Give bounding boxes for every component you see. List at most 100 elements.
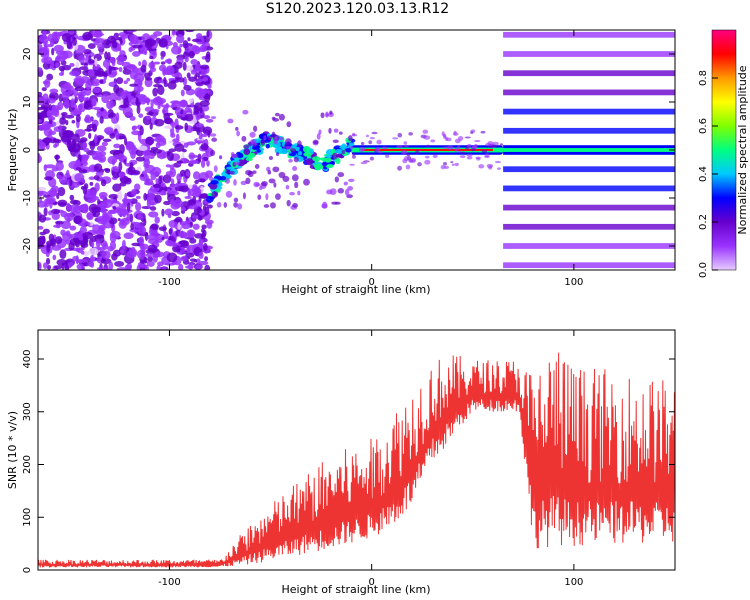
spectral-cell	[154, 251, 165, 258]
spectrogram-ylabel: Frequency (Hz)	[6, 109, 19, 192]
y-tick-label: 300	[22, 402, 33, 421]
spectral-cell	[80, 250, 85, 255]
spectral-cell	[206, 204, 213, 209]
spectral-cell	[118, 171, 126, 177]
spectral-cell	[345, 148, 353, 153]
spectral-cell	[51, 208, 61, 214]
spectral-cell	[75, 248, 81, 252]
spectral-cell	[184, 122, 189, 131]
spectral-cell	[392, 137, 399, 140]
spectral-cell	[185, 30, 195, 33]
spectral-cell	[69, 204, 80, 213]
spectral-cell	[97, 199, 101, 205]
spectral-cell	[227, 118, 234, 124]
spectral-cell	[123, 136, 128, 146]
spectral-cell	[65, 114, 75, 119]
spectral-cell	[84, 128, 93, 132]
spectral-cell	[127, 63, 136, 69]
y-tick-label: 0	[22, 147, 33, 153]
harmonic-band	[503, 262, 675, 269]
spectral-cell	[499, 143, 504, 147]
spectral-cell	[143, 264, 149, 270]
spectral-cell	[286, 121, 292, 128]
spectral-cell	[38, 118, 42, 124]
spectral-cell	[91, 206, 102, 212]
spectral-cell	[185, 171, 191, 177]
spectral-cell	[75, 75, 82, 79]
spectral-cell	[180, 109, 184, 115]
spectral-cell	[150, 98, 154, 109]
spectral-cell	[285, 138, 292, 146]
spectral-cell	[190, 58, 198, 66]
spectral-cell	[71, 119, 76, 124]
spectral-cell	[454, 162, 459, 167]
spectral-cell	[70, 133, 81, 144]
spectral-cell	[381, 146, 388, 150]
spectral-cell	[187, 37, 191, 42]
spectral-cell	[44, 123, 54, 127]
spectral-cell	[157, 85, 165, 96]
spectral-cell	[179, 43, 183, 48]
spectral-cell	[82, 141, 88, 149]
spectral-cell	[69, 233, 80, 239]
spectral-cell	[225, 190, 233, 198]
spectral-cell	[219, 155, 223, 160]
spectral-cell	[430, 139, 436, 143]
spectral-cell	[182, 61, 187, 71]
spectral-cell	[202, 243, 208, 252]
spectral-cell	[123, 80, 128, 85]
spectral-cell	[88, 123, 96, 129]
spectral-cell	[100, 107, 104, 112]
spectral-cell	[99, 79, 104, 84]
spectral-cell	[325, 157, 332, 163]
spectral-cell	[329, 110, 333, 115]
spectral-cell	[171, 121, 176, 129]
spectral-cell	[138, 113, 144, 118]
spectral-cell	[325, 154, 332, 158]
spectral-cell	[405, 164, 411, 170]
spectral-cell	[200, 64, 210, 70]
spectral-cell	[149, 55, 154, 60]
spectral-cell	[57, 186, 66, 197]
spectral-cell	[126, 250, 137, 259]
spectral-cell	[167, 81, 177, 90]
spectral-cell	[226, 166, 234, 170]
spectral-cell	[103, 127, 114, 134]
spectral-cell	[100, 258, 112, 265]
spectral-cell	[116, 267, 128, 270]
spectral-cell	[100, 206, 107, 214]
spectral-cell	[137, 226, 147, 235]
spectral-cell	[484, 153, 490, 158]
harmonic-band	[503, 243, 675, 249]
spectral-cell	[61, 112, 68, 116]
spectral-cell	[376, 139, 382, 145]
spectral-cell	[134, 223, 141, 229]
spectral-cell	[194, 140, 206, 144]
spectral-cell	[204, 170, 214, 179]
spectral-cell	[198, 260, 209, 266]
spectral-cell	[97, 266, 103, 270]
spectral-cell	[344, 188, 350, 196]
spectral-cell	[118, 153, 125, 162]
spectral-cell	[368, 140, 373, 145]
spectral-cell	[46, 73, 54, 81]
spectral-cell	[131, 188, 137, 196]
spectral-cell	[163, 200, 171, 206]
snr-xlabel: Height of straight line (km)	[281, 583, 430, 596]
spectral-cell	[245, 177, 251, 185]
spectral-cell	[335, 148, 340, 154]
spectral-cell	[168, 219, 178, 228]
snr-axes: -100 0 100 0 100 200 300 400	[22, 330, 675, 588]
spectral-cell	[105, 111, 110, 115]
spectral-cell	[110, 230, 121, 239]
spectral-cell	[196, 206, 202, 213]
harmonic-band	[503, 204, 675, 211]
spectral-cell	[265, 143, 270, 149]
spectral-cell	[129, 213, 134, 223]
spectral-cell	[150, 231, 159, 237]
spectral-cell	[101, 93, 110, 104]
spectral-cell	[138, 236, 145, 246]
spectral-cell	[195, 264, 203, 270]
spectral-cell	[334, 176, 340, 183]
